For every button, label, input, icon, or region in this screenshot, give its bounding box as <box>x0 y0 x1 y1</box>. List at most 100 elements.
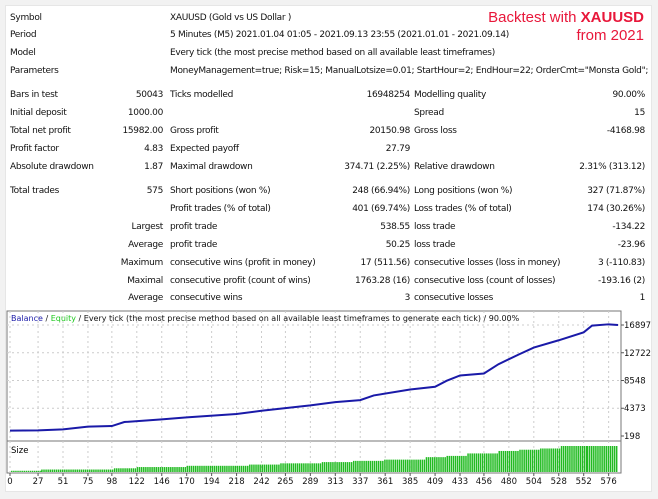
size-bar <box>33 470 36 472</box>
size-bar <box>479 453 482 472</box>
field-value: 5 Minutes (M5) 2021.01.04 01:05 - 2021.0… <box>170 30 509 40</box>
size-bar <box>330 462 332 472</box>
size-bar <box>41 469 43 472</box>
size-bar <box>603 446 605 472</box>
size-bar <box>517 450 519 472</box>
size-bar <box>502 450 505 472</box>
size-bar <box>560 446 563 472</box>
size-bar <box>448 455 451 472</box>
x-tick-label: 194 <box>204 477 220 487</box>
y-tick-label: 16897 <box>624 321 651 331</box>
size-bar <box>147 467 149 472</box>
size-bar <box>134 468 137 472</box>
size-bar <box>388 459 390 472</box>
size-bar <box>398 459 401 472</box>
stat-value: 3 (-110.83) <box>597 258 645 268</box>
stat-value: 248 (66.94%) <box>352 186 410 196</box>
size-bar <box>19 470 21 472</box>
size-bar <box>498 450 500 472</box>
size-bar <box>434 457 436 472</box>
size-bar <box>224 465 226 472</box>
legend-balance: Balance <box>11 314 43 323</box>
chart-legend: Balance / Equity / Every tick (the most … <box>11 314 520 323</box>
size-bar <box>149 467 151 472</box>
size-bar <box>80 469 83 472</box>
size-bar <box>271 464 274 472</box>
x-tick-label: 480 <box>501 477 517 487</box>
field-label: Model <box>10 48 36 58</box>
size-bar <box>213 465 216 472</box>
size-bar <box>184 467 187 472</box>
size-bar <box>113 468 116 472</box>
size-bar <box>519 449 521 472</box>
size-bar <box>228 465 230 472</box>
stat-label: Spread <box>414 108 444 118</box>
size-bar <box>382 460 384 472</box>
size-bar <box>581 446 584 472</box>
size-bar <box>377 460 380 472</box>
legend-description: / Every tick (the most precise method ba… <box>76 314 520 323</box>
size-bar <box>31 470 34 472</box>
size-bar <box>407 459 409 472</box>
size-bar <box>613 446 616 472</box>
size-bar <box>552 448 555 472</box>
x-tick-label: 170 <box>179 477 195 487</box>
size-bar <box>425 457 428 472</box>
x-tick-label: 456 <box>476 477 492 487</box>
stat-value: Maximum <box>120 258 164 268</box>
size-bar <box>533 449 536 472</box>
size-bar <box>186 465 189 472</box>
x-tick-label: 361 <box>377 477 393 487</box>
size-bar <box>309 463 311 472</box>
size-bar <box>25 470 28 472</box>
size-bar <box>242 465 245 472</box>
size-bar <box>307 463 309 472</box>
size-bar <box>68 469 70 472</box>
size-bar <box>413 459 415 472</box>
size-bar <box>607 446 610 472</box>
size-bar <box>182 467 185 472</box>
size-bar <box>126 468 128 472</box>
size-bar <box>554 448 557 472</box>
size-bar <box>486 453 488 472</box>
size-bar <box>284 463 286 472</box>
stat-value: -4168.98 <box>606 126 645 136</box>
size-bar <box>599 446 601 472</box>
size-bar <box>294 463 297 472</box>
size-bar <box>21 470 23 472</box>
stat-value: 1.87 <box>144 162 163 172</box>
size-bar <box>338 462 340 472</box>
size-bar <box>357 460 359 472</box>
size-bar <box>577 446 579 472</box>
size-bar <box>155 467 158 472</box>
size-bar <box>601 446 603 472</box>
size-bar <box>209 465 212 472</box>
size-bar <box>70 469 72 472</box>
size-bar <box>458 455 461 472</box>
stat-label: loss trade <box>414 240 456 250</box>
stat-value: -23.96 <box>617 240 646 250</box>
size-bar <box>303 463 305 472</box>
stat-label: Expected payoff <box>170 144 239 154</box>
size-bar <box>23 470 26 472</box>
x-tick-label: 504 <box>526 477 542 487</box>
stat-value: 374.71 (2.25%) <box>344 162 410 172</box>
size-bar <box>615 446 618 472</box>
size-bar <box>542 448 544 472</box>
field-value: XAUUSD (Gold vs US Dollar ) <box>170 13 292 23</box>
size-bar <box>138 467 141 472</box>
size-bar <box>278 464 280 472</box>
size-bar <box>109 469 112 472</box>
size-bar <box>188 465 191 472</box>
size-bar <box>396 459 399 472</box>
size-label: Size <box>11 446 28 456</box>
size-bar <box>535 449 538 472</box>
size-bar <box>525 449 528 472</box>
stat-value: 1 <box>639 293 646 303</box>
size-bar <box>411 459 413 472</box>
size-bar <box>365 460 367 472</box>
size-bar <box>590 446 593 472</box>
size-bar <box>13 470 15 472</box>
size-bar <box>504 450 507 472</box>
